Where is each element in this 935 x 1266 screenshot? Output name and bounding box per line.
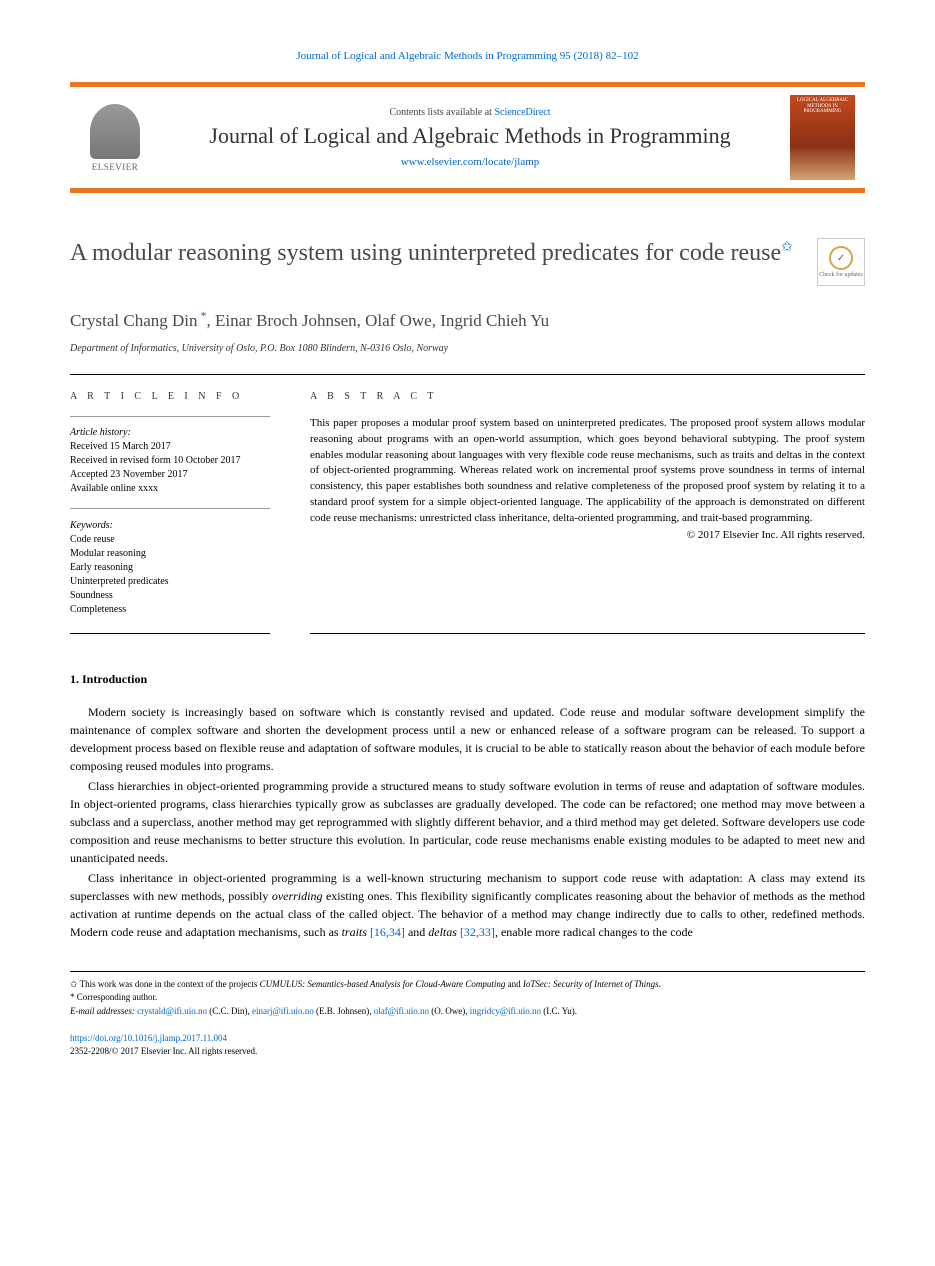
ref-32-33[interactable]: [32,33] [457, 925, 495, 939]
keywords-label: Keywords: [70, 519, 270, 533]
journal-name: Journal of Logical and Algebraic Methods… [165, 122, 775, 150]
contents-prefix: Contents lists available at [389, 107, 494, 118]
info-abstract-row: A R T I C L E I N F O Article history: R… [70, 374, 865, 634]
page-container: Journal of Logical and Algebraic Methods… [0, 0, 935, 1097]
contents-available-line: Contents lists available at ScienceDirec… [165, 107, 775, 118]
fn1-project-1: CUMULUS: Semantics-based Analysis for Cl… [260, 979, 506, 989]
affiliation: Department of Informatics, University of… [70, 343, 865, 354]
abstract-column: A B S T R A C T This paper proposes a mo… [310, 391, 865, 634]
article-info-column: A R T I C L E I N F O Article history: R… [70, 391, 270, 634]
fn2-text: Corresponding author. [77, 992, 158, 1002]
citation-line[interactable]: Journal of Logical and Algebraic Methods… [70, 50, 865, 62]
fn1-text-a: This work was done in the context of the… [80, 979, 260, 989]
journal-cover-thumbnail[interactable]: LOGICAL ALGEBRAIC METHODS IN PROGRAMMING [790, 95, 855, 180]
fn1-text-c: . [659, 979, 661, 989]
abstract-text: This paper proposes a modular proof syst… [310, 416, 865, 528]
keyword-item: Uninterpreted predicates [70, 575, 270, 589]
history-accepted: Accepted 23 November 2017 [70, 468, 270, 482]
emails-label: E-mail addresses: [70, 1006, 137, 1016]
journal-url[interactable]: www.elsevier.com/locate/jlamp [165, 156, 775, 168]
intro-para-3: Class inheritance in object-oriented pro… [70, 869, 865, 941]
keyword-item: Soundness [70, 589, 270, 603]
email-name: (O. Owe), [429, 1006, 470, 1016]
history-online: Available online xxxx [70, 482, 270, 496]
keyword-item: Modular reasoning [70, 547, 270, 561]
intro-para-1: Modern society is increasingly based on … [70, 703, 865, 775]
publisher-name: ELSEVIER [92, 162, 139, 172]
abstract-heading: A B S T R A C T [310, 391, 865, 402]
intro-para-2: Class hierarchies in object-oriented pro… [70, 777, 865, 867]
para3-em-deltas: deltas [428, 925, 457, 939]
ref-16-34[interactable]: [16,34] [367, 925, 405, 939]
history-revised: Received in revised form 10 October 2017 [70, 454, 270, 468]
article-title: A modular reasoning system using uninter… [70, 238, 797, 269]
history-received: Received 15 March 2017 [70, 440, 270, 454]
fn1-text-b: and [505, 979, 523, 989]
check-for-updates-badge[interactable]: ✓ Check for updates [817, 238, 865, 286]
authors-line: Crystal Chang Din *, Einar Broch Johnsen… [70, 308, 865, 331]
keyword-item: Early reasoning [70, 561, 270, 575]
article-history-label: Article history: [70, 416, 270, 438]
elsevier-tree-icon [90, 104, 140, 159]
email-link[interactable]: einarj@ifi.uio.no [252, 1006, 314, 1016]
keyword-item: Code reuse [70, 533, 270, 547]
footnote-star-icon: ✩ [70, 979, 80, 989]
fn1-project-2: IoTSec: Security of Internet of Things [523, 979, 659, 989]
journal-header: ELSEVIER Contents lists available at Sci… [70, 82, 865, 193]
para3-text-d: , enable more radical changes to the cod… [495, 925, 693, 939]
sciencedirect-link[interactable]: ScienceDirect [494, 107, 550, 118]
corresponding-author-star-icon: * [198, 308, 207, 322]
article-info-heading: A R T I C L E I N F O [70, 391, 270, 402]
corresponding-star-icon: * [70, 992, 77, 1002]
elsevier-logo[interactable]: ELSEVIER [80, 98, 150, 178]
para3-text-c: and [405, 925, 428, 939]
title-footnote-star-icon: ✩ [781, 240, 793, 255]
authors-text: Crystal Chang Din *, Einar Broch Johnsen… [70, 311, 549, 330]
issn-copyright-line: 2352-2208/© 2017 Elsevier Inc. All right… [70, 1046, 257, 1056]
updates-label: Check for updates [819, 272, 863, 278]
updates-circle-icon: ✓ [829, 246, 853, 270]
keyword-item: Completeness [70, 603, 270, 617]
footnote-1: ✩ This work was done in the context of t… [70, 978, 865, 992]
abstract-copyright: © 2017 Elsevier Inc. All rights reserved… [310, 529, 865, 541]
email-name: (C.C. Din), [207, 1006, 252, 1016]
email-link[interactable]: olaf@ifi.uio.no [374, 1006, 429, 1016]
section-1-heading: 1. Introduction [70, 672, 865, 687]
footnote-emails: E-mail addresses: crystald@ifi.uio.no (C… [70, 1005, 865, 1019]
email-link[interactable]: ingridcy@ifi.uio.no [470, 1006, 541, 1016]
email-name: (E.B. Johnsen), [314, 1006, 374, 1016]
keywords-block: Keywords: Code reuse Modular reasoning E… [70, 508, 270, 617]
cover-text: LOGICAL ALGEBRAIC METHODS IN PROGRAMMING [793, 98, 852, 115]
title-text: A modular reasoning system using uninter… [70, 240, 781, 266]
header-center: Contents lists available at ScienceDirec… [165, 107, 775, 168]
para3-em-traits: traits [342, 925, 367, 939]
footnote-2: * Corresponding author. [70, 991, 865, 1005]
para3-em-overriding: overriding [272, 889, 323, 903]
title-row: A modular reasoning system using uninter… [70, 238, 865, 286]
footnotes-block: ✩ This work was done in the context of t… [70, 971, 865, 1019]
email-link[interactable]: crystald@ifi.uio.no [137, 1006, 207, 1016]
doi-link[interactable]: https://doi.org/10.1016/j.jlamp.2017.11.… [70, 1033, 227, 1043]
doi-block: https://doi.org/10.1016/j.jlamp.2017.11.… [70, 1032, 865, 1057]
email-name: (I.C. Yu). [541, 1006, 577, 1016]
